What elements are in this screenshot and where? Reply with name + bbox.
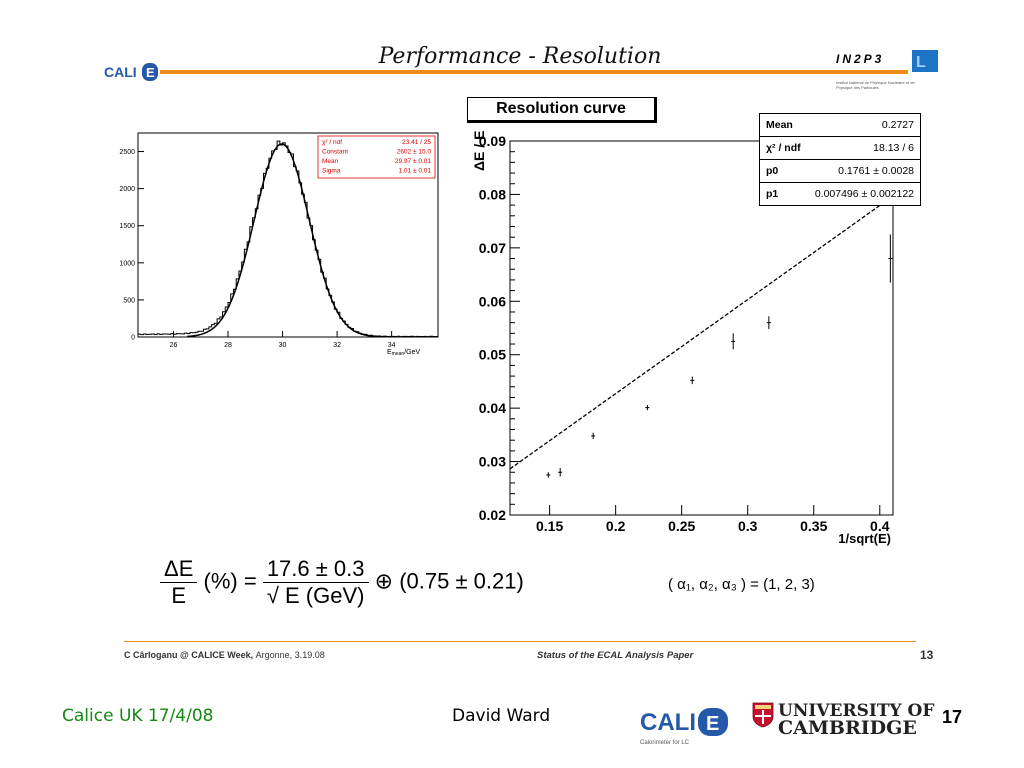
- histogram-stats-value: 23.41 / 25: [402, 139, 431, 146]
- resolution-ytick-label: 0.04: [479, 400, 506, 416]
- resolution-xtick-label: 0.25: [668, 518, 695, 534]
- stats-label: p0: [766, 165, 779, 177]
- histogram-stats-label: Sigma: [322, 168, 341, 175]
- resolution-frame: [509, 140, 894, 516]
- formula-stochastic: 17.6 ± 0.3 √ E (GeV): [262, 556, 369, 609]
- formula-lhs: ΔE E: [160, 556, 198, 609]
- calice-logo-text: CALI: [104, 64, 137, 80]
- cambridge-wordmark: UNIVERSITY OF CAMBRIDGE: [778, 701, 935, 739]
- resolution-ytick-label: 0.09: [479, 133, 506, 149]
- resolution-fit-line: [509, 195, 894, 470]
- resolution-xtick-label: 0.35: [800, 518, 827, 534]
- cambridge-crest-icon: [752, 702, 774, 733]
- histogram-xtick-label: 34: [388, 342, 396, 349]
- resolution-stats-box: Mean 0.2727 χ² / ndf 18.13 / 6 p0 0.1761 ± …: [759, 113, 921, 206]
- histogram-xtick-label: 30: [279, 342, 287, 349]
- resolution-data-point: [888, 234, 893, 283]
- resolution-ytick-label: 0.08: [479, 186, 506, 202]
- histogram-ytick-label: 2500: [119, 149, 135, 156]
- footer-page-number: 13: [920, 648, 934, 662]
- calice-logo: CALI E: [104, 60, 166, 95]
- svg-text:CALI: CALI: [640, 709, 696, 736]
- slide-title: Performance - Resolution: [378, 44, 662, 69]
- in2p3-logo: IN2P3: [836, 52, 885, 66]
- resolution-data-point: [645, 404, 650, 411]
- stats-label: χ² / ndf: [766, 142, 801, 154]
- formula-percent: (%) =: [203, 568, 257, 594]
- footer-author: C Cârloganu @ CALICE Week, Argonne, 3.19…: [124, 650, 325, 660]
- histogram-stats-value: 29.97 ± 0.01: [395, 158, 431, 165]
- stats-value: 0.007496 ± 0.002122: [814, 188, 914, 200]
- histogram-stats-label: χ² / ndf: [322, 139, 342, 146]
- svg-text:L: L: [916, 54, 926, 71]
- resolution-xlabel: 1/sqrt(E): [838, 531, 891, 546]
- svg-text:E: E: [706, 713, 719, 735]
- histogram-xtick-label: 32: [333, 342, 341, 349]
- in2p3-subtitle: Institut National de Physique Nucléaire …: [836, 80, 915, 90]
- histogram-xtick-label: 28: [224, 342, 232, 349]
- resolution-xtick-label: 0.4: [870, 518, 890, 534]
- resolution-ytick-label: 0.06: [479, 293, 506, 309]
- histogram-fit-curve: [187, 143, 379, 338]
- meeting-label: Calice UK 17/4/08: [62, 706, 214, 726]
- resolution-data-point: [766, 316, 771, 330]
- resolution-chart: 0.02 0.03 0.04 0.05 0.06 0.07 0.08 0.09 0.15 0.2…: [471, 131, 894, 546]
- title-underline: [160, 70, 908, 74]
- resolution-ytick-label: 0.05: [479, 347, 506, 363]
- resolution-data-point: [731, 333, 736, 350]
- alpha-parameters: ( α₁, α₂, α₃ ) = (1, 2, 3): [668, 576, 815, 593]
- stats-label: p1: [766, 188, 779, 200]
- histogram-stats-label: Constant: [322, 149, 348, 156]
- histogram-xlabel: Emean/GeV: [387, 349, 420, 357]
- presenter-name: David Ward: [452, 706, 551, 726]
- slide-number: 17: [942, 707, 963, 727]
- resolution-ylabel: ΔE / E: [471, 131, 487, 171]
- resolution-ytick-label: 0.03: [479, 454, 506, 470]
- resolution-data-point: [546, 472, 551, 478]
- histogram-stats-value: 2602 ± 15.0: [397, 149, 432, 156]
- svg-text:E: E: [146, 65, 155, 80]
- formula-oplus: ⊕: [374, 568, 394, 594]
- stats-value: 0.2727: [881, 119, 914, 131]
- histogram-xtick-label: 26: [170, 342, 178, 349]
- lal-logo-icon: L: [910, 48, 940, 74]
- stats-label: Mean: [766, 119, 793, 131]
- resolution-xtick-label: 0.3: [738, 518, 758, 534]
- histogram-frame: [137, 132, 439, 338]
- stats-value: 18.13 / 6: [873, 142, 914, 154]
- histogram-ytick-label: 2000: [119, 186, 135, 193]
- histogram-ytick-label: 500: [123, 297, 135, 304]
- histogram-stats-label: Mean: [322, 158, 339, 165]
- university-of: UNIVERSITY OF: [778, 701, 935, 721]
- resolution-xtick-label: 0.2: [606, 518, 626, 534]
- resolution-data-point: [558, 467, 563, 477]
- stats-value: 0.1761 ± 0.0028: [838, 165, 914, 177]
- resolution-title: Resolution curve: [467, 97, 657, 123]
- resolution-data-point: [591, 432, 596, 440]
- footer-paper-title: Status of the ECAL Analysis Paper: [537, 650, 694, 661]
- resolution-formula: ΔE E (%) = 17.6 ± 0.3 √ E (GeV) ⊕ (0.75 ± …: [160, 556, 524, 616]
- cambridge-name: CAMBRIDGE: [778, 717, 917, 739]
- histogram-ytick-label: 1500: [119, 223, 135, 230]
- resolution-xtick-label: 0.15: [536, 518, 563, 534]
- calice-logo-sub: Calorimeter for LC: [640, 740, 690, 746]
- resolution-ytick-label: 0.02: [479, 507, 506, 523]
- formula-constant: (0.75 ± 0.21): [399, 568, 524, 594]
- histogram-chart: 0 500 1000 1500 2000 2500 26 28 30 32 34 χ² / ndf…: [119, 132, 439, 357]
- resolution-data-point: [690, 376, 695, 385]
- histogram-ytick-label: 0: [131, 335, 135, 342]
- histogram-ytick-label: 1000: [119, 260, 135, 267]
- calice-logo-bottom: CALI E Calorimeter for LC: [640, 700, 740, 751]
- histogram-stats-box: χ² / ndf 23.41 / 25 Constant 2602 ± 15.0 Mea…: [317, 135, 436, 179]
- histogram-stats-value: 1.01 ± 0.01: [399, 168, 432, 175]
- resolution-ytick-label: 0.07: [479, 240, 506, 256]
- footer-divider: [124, 641, 916, 642]
